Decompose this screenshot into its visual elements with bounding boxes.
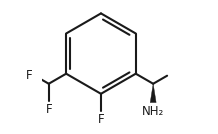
Text: F: F (26, 68, 32, 82)
Text: NH₂: NH₂ (142, 105, 164, 118)
Polygon shape (150, 84, 156, 103)
Text: F: F (45, 103, 52, 116)
Text: F: F (98, 113, 104, 126)
